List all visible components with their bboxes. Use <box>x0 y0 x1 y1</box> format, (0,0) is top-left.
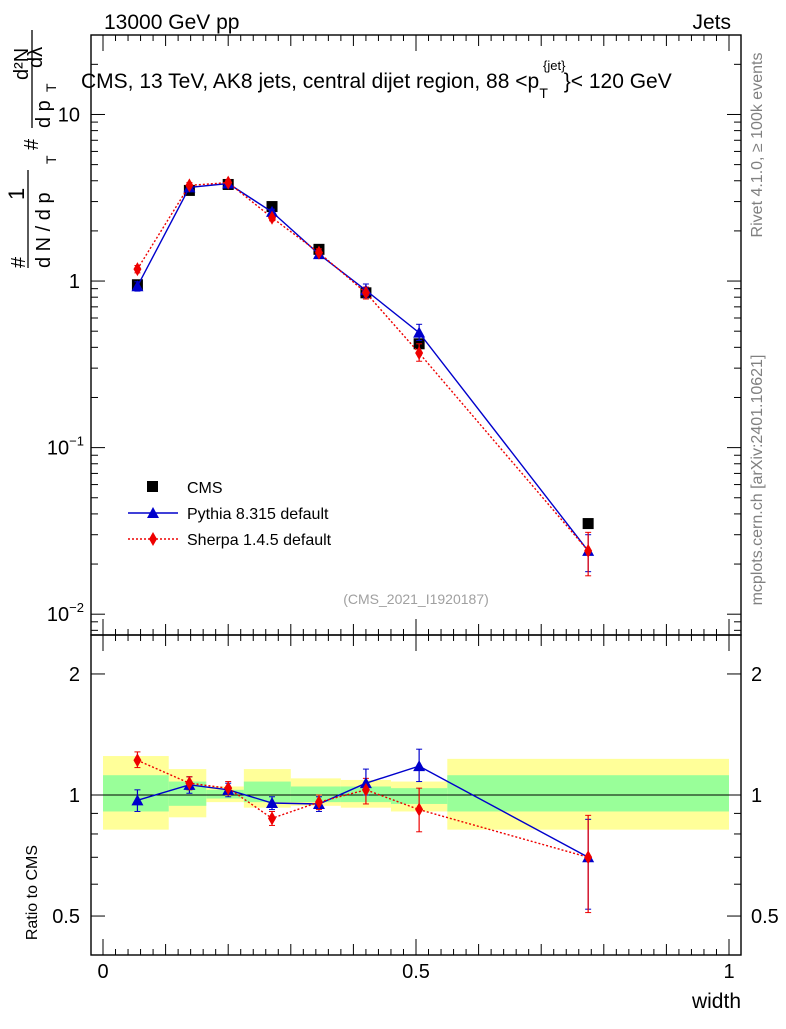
sherpa-point <box>185 776 194 791</box>
ratio-data-marks <box>131 748 595 914</box>
sherpa-point <box>314 795 323 810</box>
y-label-hash-2: # <box>21 138 43 150</box>
sherpa-point <box>268 811 277 826</box>
ratio-y-tick-label-right: 1 <box>751 785 762 807</box>
y-label-one: 1 <box>4 188 29 200</box>
title-superscript: {jet} <box>543 58 566 73</box>
y-tick-label: 10−1 <box>47 434 84 460</box>
y-tick-label-base: 10 <box>58 104 80 126</box>
x-tick-label: 0 <box>97 961 108 983</box>
cms-point <box>582 518 594 530</box>
legend: CMS Pythia 8.315 default Sherpa 1.4.5 de… <box>128 480 332 549</box>
sherpa-point <box>584 543 593 558</box>
pythia-point <box>413 760 426 772</box>
pythia-point <box>266 797 279 809</box>
pythia-line <box>136 182 589 552</box>
mcplots-label: mcplots.cern.ch [arXiv:2401.10621] <box>749 355 766 606</box>
y-label-hash-1: # <box>8 256 30 268</box>
y-label-dndpt: d N / d p <box>33 192 55 268</box>
x-tick-label: 1 <box>723 961 734 983</box>
ratio-band-inner <box>290 786 341 803</box>
ratio-y-tick-label-left: 0.5 <box>52 906 80 928</box>
analysis-label: (CMS_2021_I1920187) <box>343 591 489 607</box>
pythia-point <box>131 794 144 806</box>
x-tick-label: 0.5 <box>402 961 430 983</box>
title-tail: }< 120 GeV <box>564 70 672 93</box>
sherpa-point <box>361 782 370 797</box>
sherpa-ratio-line <box>137 759 589 858</box>
ratio-band-inner <box>243 781 291 803</box>
sherpa-point <box>415 345 424 360</box>
pythia-ratio-line <box>137 765 589 858</box>
y-tick-label: 10−2 <box>47 600 84 626</box>
ratio-y-tick-label-left: 1 <box>69 785 80 807</box>
y-tick-label: 1 <box>69 271 80 293</box>
title-subscript: T <box>539 85 548 101</box>
ratio-panel: 0.5 0.5 1 1 2 2 0 0.5 1 <box>52 634 779 983</box>
y-tick-label-base: 10 <box>47 438 69 460</box>
energy-label: 13000 GeV pp <box>104 11 239 34</box>
ratio-y-tick-label-left: 2 <box>69 664 80 686</box>
rivet-label: Rivet 4.1.0, ≥ 100k events <box>749 53 766 238</box>
process-label: Jets <box>692 11 731 34</box>
legend-marker-sherpa <box>149 532 157 546</box>
ratio-y-tick-label-right: 0.5 <box>751 906 779 928</box>
sherpa-point <box>185 178 194 193</box>
y-label-t-1: T <box>43 155 59 164</box>
pythia-point <box>359 777 372 789</box>
main-data-marks <box>131 175 595 577</box>
y-tick-label-base: 10 <box>47 604 69 626</box>
sherpa-point <box>224 175 233 190</box>
sherpa-point <box>361 285 370 300</box>
y-label-d2n: d²N <box>11 48 33 80</box>
ratio-band-inner <box>447 775 729 812</box>
sherpa-point <box>314 245 323 260</box>
y-label-dlambda: dλ <box>25 47 47 68</box>
y-tick-label-exponent: −2 <box>69 600 84 615</box>
y-tick-label-exponent: −1 <box>69 434 84 449</box>
sherpa-point <box>268 210 277 225</box>
legend-label-pythia: Pythia 8.315 default <box>187 506 329 523</box>
y-tick-label: 10 <box>58 104 80 126</box>
x-axis-label: width <box>691 990 741 1013</box>
ratio-axis-ticks: 0.5 0.5 1 1 2 2 0 0.5 1 <box>52 635 779 983</box>
ratio-y-tick-label-right: 2 <box>751 664 762 686</box>
y-label-dp: d p <box>33 100 55 128</box>
legend-label-sherpa: Sherpa 1.4.5 default <box>187 532 332 549</box>
sherpa-line <box>136 181 589 552</box>
pythia-point <box>413 326 426 338</box>
sherpa-point <box>133 753 142 768</box>
legend-marker-pythia <box>147 507 159 518</box>
legend-label-cms: CMS <box>187 480 223 497</box>
title-main: CMS, 13 TeV, AK8 jets, central dijet reg… <box>81 70 539 93</box>
plot-title: CMS, 13 TeV, AK8 jets, central dijet reg… <box>81 52 672 103</box>
y-label-t-2: T <box>43 83 59 92</box>
sherpa-point <box>224 781 233 796</box>
y-tick-label-base: 1 <box>69 271 80 293</box>
sherpa-point <box>584 850 593 865</box>
sherpa-point <box>415 802 424 817</box>
sherpa-point <box>133 262 142 277</box>
legend-marker-cms <box>147 481 158 492</box>
y-axis-label-ratio: Ratio to CMS <box>24 845 41 940</box>
y-axis-label-main: # 1 d N / d p T # d²N d p T dλ <box>4 30 59 268</box>
ratio-band-inner <box>103 775 169 812</box>
pythia-point <box>131 280 144 292</box>
